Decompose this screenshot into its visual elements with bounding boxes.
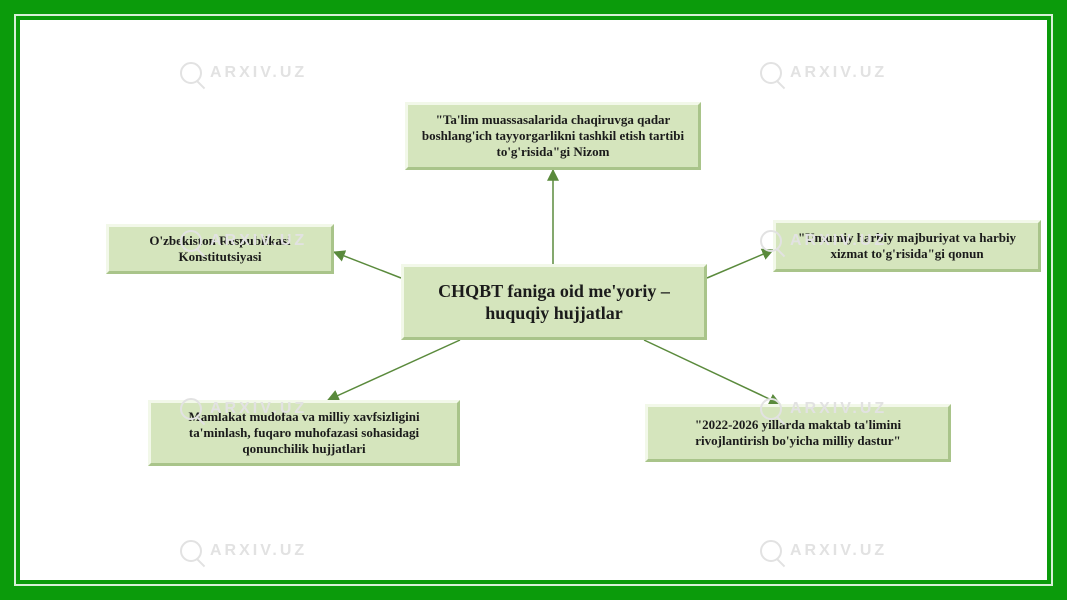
magnifier-icon [760, 540, 782, 562]
node-bottom-right: "2022-2026 yillarda maktab ta'limini riv… [645, 404, 951, 462]
connector-line [334, 252, 401, 278]
node-left: O'zbekiston Respublikasi Konstitutsiyasi [106, 224, 334, 274]
node-top-label: "Ta'lim muassasalarida chaqiruvga qadar … [420, 112, 686, 161]
watermark-text: ARXIV.UZ [790, 542, 887, 560]
connector-line [707, 250, 773, 278]
node-top: "Ta'lim muassasalarida chaqiruvga qadar … [405, 102, 701, 170]
node-right-label: "Umumiy harbiy majburiyat va harbiy xizm… [788, 230, 1026, 263]
node-bottom-left: Mamlakat mudofaa va milliy xavfsizligini… [148, 400, 460, 466]
node-right: "Umumiy harbiy majburiyat va harbiy xizm… [773, 220, 1041, 272]
node-left-label: O'zbekiston Respublikasi Konstitutsiyasi [121, 233, 319, 266]
watermark: ARXIV.UZ [180, 62, 307, 84]
slide-mid-frame: CHQBT faniga oid me'yoriy – huquqiy hujj… [14, 14, 1053, 586]
watermark: ARXIV.UZ [760, 540, 887, 562]
watermark-text: ARXIV.UZ [790, 64, 887, 82]
magnifier-icon [760, 62, 782, 84]
node-bottom-left-label: Mamlakat mudofaa va milliy xavfsizligini… [163, 409, 445, 458]
node-bottom-right-label: "2022-2026 yillarda maktab ta'limini riv… [660, 417, 936, 450]
connector-line [644, 340, 780, 404]
magnifier-icon [180, 62, 202, 84]
center-node-label: CHQBT faniga oid me'yoriy – huquqiy hujj… [416, 280, 692, 325]
watermark: ARXIV.UZ [180, 540, 307, 562]
watermark-text: ARXIV.UZ [210, 64, 307, 82]
slide-canvas: CHQBT faniga oid me'yoriy – huquqiy hujj… [20, 20, 1047, 580]
slide-outer-frame: CHQBT faniga oid me'yoriy – huquqiy hujj… [0, 0, 1067, 600]
magnifier-icon [180, 540, 202, 562]
watermark: ARXIV.UZ [760, 62, 887, 84]
watermark-text: ARXIV.UZ [210, 542, 307, 560]
center-node: CHQBT faniga oid me'yoriy – huquqiy hujj… [401, 264, 707, 340]
connector-line [328, 340, 460, 400]
